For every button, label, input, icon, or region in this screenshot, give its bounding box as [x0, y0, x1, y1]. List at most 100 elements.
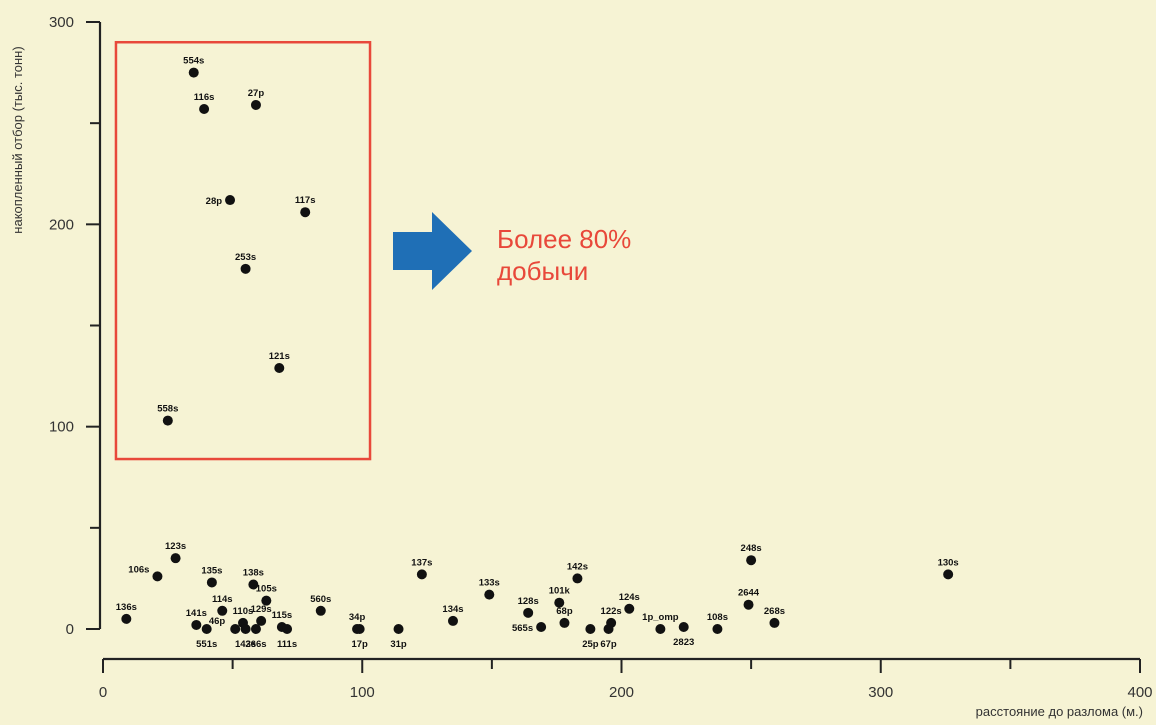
data-point: [447, 615, 458, 626]
data-point: [201, 624, 212, 634]
data-point-label: 123s: [165, 541, 186, 552]
right-arrow-icon: [393, 212, 472, 290]
data-point-label: 110s: [233, 606, 254, 617]
highlight-box: [114, 40, 372, 461]
data-point: [191, 619, 202, 630]
data-point: [152, 571, 163, 582]
data-point-label: 124s: [619, 592, 640, 603]
data-point-label: 136s: [116, 602, 137, 613]
data-point-label: 114s: [212, 594, 233, 605]
data-point-label: 141s: [186, 608, 207, 619]
data-point-label: 143s: [235, 639, 256, 650]
data-point-label: 116s: [194, 92, 215, 103]
data-point: [121, 613, 132, 624]
data-point-label: 560s: [310, 594, 331, 605]
data-point: [162, 415, 173, 426]
data-point: [416, 569, 427, 580]
x-tick-label: 100: [350, 684, 375, 701]
data-point: [624, 603, 635, 614]
data-point: [250, 99, 261, 110]
data-point-label: 46p: [209, 616, 226, 627]
data-point-label: 34p: [349, 612, 366, 623]
x-tick-label: 300: [868, 684, 893, 701]
data-point: [603, 624, 614, 634]
data-point: [199, 104, 210, 115]
x-ticks: 0 100 200 300 400: [99, 659, 1153, 701]
data-point-label: 105s: [256, 584, 277, 595]
data-point: [585, 624, 596, 634]
data-point-label: 2823: [673, 637, 694, 648]
data-point-label: 27p: [248, 88, 265, 99]
data-point: [206, 577, 217, 588]
data-point-label: 2644: [738, 588, 760, 599]
y-ticks: 0 100 200 300: [49, 14, 100, 638]
data-point: [248, 579, 259, 590]
data-point: [554, 597, 565, 608]
data-point-label: 115s: [272, 610, 293, 621]
data-point: [536, 621, 547, 632]
data-point: [655, 624, 666, 634]
data-point-label: 25p: [582, 639, 599, 650]
data-point: [523, 607, 534, 618]
data-point: [240, 263, 251, 274]
data-point-label: 121s: [269, 351, 290, 362]
y-axis-label: накопленный отбор (тыс. тонн): [10, 46, 25, 233]
data-point-label: 117s: [295, 195, 316, 206]
data-point-label: 106s: [128, 564, 149, 575]
x-axis-label: расстояние до разлома (м.): [976, 704, 1143, 719]
data-point: [217, 605, 228, 616]
data-point-label: 137s: [411, 557, 432, 568]
data-point-label: 565s: [512, 623, 533, 634]
data-point-label: 101k: [549, 586, 571, 597]
data-point: [240, 624, 251, 634]
x-tick-label: 200: [609, 684, 634, 701]
annotation-text-line-1: Более 80%: [497, 224, 631, 254]
data-point: [225, 195, 236, 206]
data-point: [188, 67, 199, 78]
data-point: [300, 207, 311, 218]
data-point: [769, 617, 780, 628]
data-point-label: 134s: [442, 604, 463, 615]
data-point-label: 138s: [243, 567, 264, 578]
y-tick-label: 200: [49, 216, 74, 233]
data-point-label: 135s: [201, 565, 222, 576]
data-point: [230, 624, 241, 634]
data-point-label: 133s: [479, 578, 500, 589]
data-point-label: 130s: [938, 557, 959, 568]
data-point-label: 268s: [764, 606, 785, 617]
data-point-label: 122s: [601, 606, 622, 617]
data-point-label: 67p: [600, 639, 617, 650]
data-point-label: 68p: [556, 606, 573, 617]
data-point-label: 129s: [251, 604, 272, 615]
data-point-label: 111s: [277, 639, 297, 650]
data-point: [256, 615, 267, 626]
y-tick-label: 0: [66, 621, 74, 638]
data-point: [943, 569, 954, 580]
y-tick-label: 100: [49, 419, 74, 436]
data-point: [572, 573, 583, 584]
data-point: [170, 553, 181, 564]
data-point: [261, 595, 272, 606]
data-point-label: 28p: [206, 196, 223, 207]
data-point-label: 1p_omp: [642, 612, 679, 623]
y-tick-label: 300: [49, 14, 74, 31]
data-point: [274, 362, 285, 373]
data-point: [743, 599, 754, 610]
data-point: [484, 589, 495, 600]
data-points: 554s 116s 27p 28p 117s 253s 121s 558s 136s 106s 12…: [116, 56, 959, 650]
data-point: [393, 624, 404, 634]
data-point: [354, 624, 365, 634]
annotation-text-line-2: добычи: [497, 256, 588, 286]
data-point: [282, 624, 293, 634]
data-point-label: 266s: [245, 639, 266, 650]
data-point-label: 248s: [741, 543, 762, 554]
data-point: [250, 624, 261, 634]
data-point-label: 31p: [390, 639, 407, 650]
data-point: [315, 605, 326, 616]
data-point: [678, 621, 689, 632]
data-point-label: 551s: [196, 639, 217, 650]
data-point: [559, 617, 570, 628]
x-tick-label: 400: [1127, 684, 1152, 701]
